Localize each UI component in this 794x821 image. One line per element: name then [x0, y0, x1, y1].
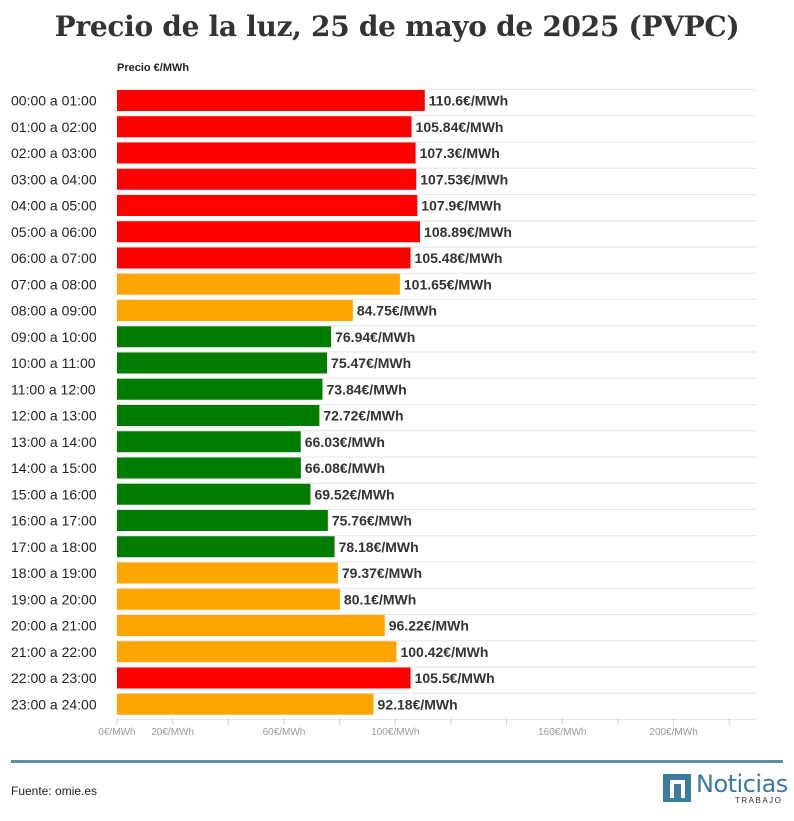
value-label: 75.47€/MWh [331, 355, 411, 371]
category-label: 16:00 a 17:00 [11, 513, 97, 529]
category-label: 09:00 a 10:00 [11, 329, 97, 345]
value-label: 72.72€/MWh [323, 408, 403, 424]
bar [117, 615, 385, 636]
category-label: 10:00 a 11:00 [11, 355, 96, 371]
value-label: 79.37€/MWh [342, 565, 422, 581]
bar [117, 326, 332, 348]
category-label: 14:00 a 15:00 [11, 460, 97, 476]
bar [117, 378, 323, 400]
category-label: 03:00 a 04:00 [11, 171, 97, 187]
value-label: 101.65€/MWh [404, 276, 492, 292]
bar [117, 536, 335, 558]
value-label: 105.84€/MWh [416, 119, 504, 135]
category-label: 15:00 a 16:00 [11, 486, 97, 502]
bar [117, 142, 416, 164]
value-label: 66.03€/MWh [305, 434, 385, 450]
value-label: 84.75€/MWh [357, 303, 437, 319]
category-label: 13:00 a 14:00 [11, 434, 97, 450]
value-label: 105.5€/MWh [415, 670, 495, 686]
bar [117, 116, 412, 138]
category-label: 12:00 a 13:00 [11, 408, 97, 424]
bar [117, 90, 425, 111]
category-label: 06:00 a 07:00 [11, 250, 97, 266]
bar [117, 693, 374, 715]
chart-title: Precio de la luz, 25 de mayo de 2025 (PV… [54, 10, 740, 43]
x-tick-label: 100€/MWh [371, 727, 419, 738]
bar [117, 273, 400, 295]
category-label: 17:00 a 18:00 [11, 539, 97, 555]
x-tick-label: 20€/MWh [151, 727, 194, 738]
value-label: 105.48€/MWh [415, 250, 503, 266]
value-label: 76.94€/MWh [335, 329, 415, 345]
category-label: 18:00 a 19:00 [11, 565, 97, 581]
bar [117, 300, 353, 321]
bar [117, 457, 301, 479]
value-label: 108.89€/MWh [424, 224, 512, 240]
bar [117, 221, 421, 243]
value-label: 107.3€/MWh [420, 145, 500, 161]
value-label: 75.76€/MWh [332, 513, 412, 529]
value-label: 80.1€/MWh [344, 591, 416, 607]
category-label: 19:00 a 20:00 [11, 591, 97, 607]
category-label: 02:00 a 03:00 [11, 145, 97, 161]
category-label: 07:00 a 08:00 [11, 276, 97, 292]
brand-n-icon [663, 774, 691, 802]
bar [117, 405, 320, 426]
value-label: 73.84€/MWh [326, 381, 406, 397]
bar [117, 195, 418, 216]
x-tick-label: 0€/MWh [98, 727, 135, 738]
value-label: 69.52€/MWh [314, 486, 394, 502]
value-label: 100.42€/MWh [400, 644, 488, 660]
category-label: 23:00 a 24:00 [11, 696, 97, 712]
value-label: 96.22€/MWh [389, 618, 469, 634]
value-label: 107.53€/MWh [420, 171, 508, 187]
x-tick-label: 160€/MWh [538, 727, 586, 738]
value-label: 110.6€/MWh [429, 93, 508, 109]
category-label: 00:00 a 01:00 [11, 93, 97, 109]
value-label: 107.9€/MWh [421, 198, 501, 214]
bar [117, 168, 417, 190]
footer-divider [11, 760, 783, 763]
category-label: 21:00 a 22:00 [11, 644, 97, 660]
bar-chart: 00:00 a 01:00 110.6€/MWh 01:00 a 02:00 105.… [11, 89, 758, 738]
category-label: 20:00 a 21:00 [11, 618, 97, 634]
category-label: 05:00 a 06:00 [11, 224, 97, 240]
bar [117, 588, 340, 610]
x-tick-label: 60€/MWh [263, 727, 306, 738]
bar [117, 667, 411, 689]
brand-name: Noticias [696, 770, 788, 798]
x-tick-label: 200€/MWh [649, 727, 697, 738]
axis-unit-label: Precio €/MWh [117, 62, 190, 74]
category-label: 04:00 a 05:00 [11, 198, 97, 214]
bar [117, 562, 338, 584]
bar [117, 247, 411, 269]
brand-subtitle: TRABAJO [735, 796, 783, 805]
category-label: 11:00 a 12:00 [11, 381, 96, 397]
bar [117, 641, 397, 663]
category-label: 01:00 a 02:00 [11, 119, 97, 135]
category-label: 08:00 a 09:00 [11, 303, 97, 319]
source-note: Fuente: omie.es [11, 784, 98, 798]
bar [117, 483, 311, 505]
brand-logo: Noticias TRABAJO [663, 770, 788, 806]
bar [117, 510, 328, 531]
value-label: 92.18€/MWh [378, 696, 458, 712]
value-label: 66.08€/MWh [305, 460, 385, 476]
bar [117, 431, 301, 453]
category-label: 22:00 a 23:00 [11, 670, 97, 686]
value-label: 78.18€/MWh [339, 539, 419, 555]
bar [117, 352, 328, 374]
